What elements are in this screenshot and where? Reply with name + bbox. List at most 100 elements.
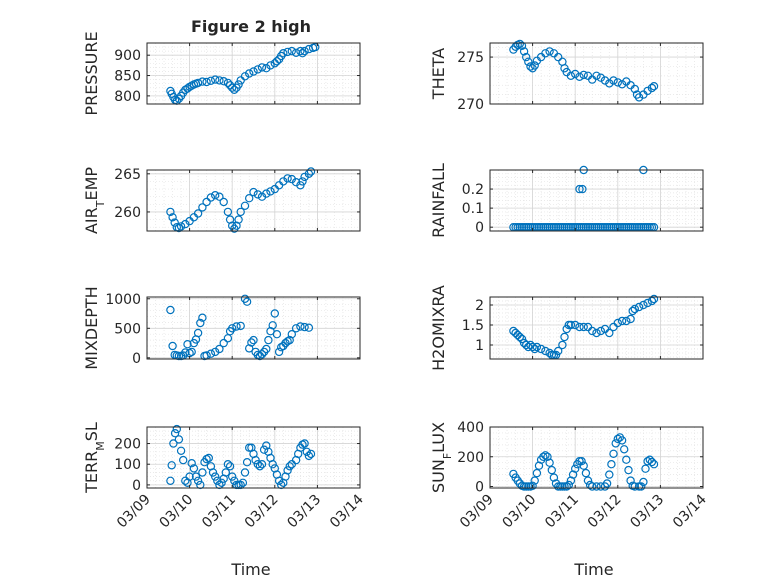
data-point bbox=[515, 39, 525, 49]
figure-title: Figure 2 high bbox=[191, 17, 311, 36]
data-point bbox=[287, 330, 296, 339]
data-point bbox=[630, 482, 640, 491]
data-point bbox=[596, 73, 606, 82]
data-point bbox=[605, 79, 614, 88]
data-point bbox=[545, 458, 554, 467]
x-tick-label: 03/09 bbox=[457, 492, 497, 532]
data-point bbox=[166, 305, 175, 315]
data-point bbox=[238, 478, 248, 487]
data-point bbox=[274, 476, 284, 485]
data-point bbox=[617, 316, 627, 326]
data-point bbox=[588, 482, 597, 491]
data-point bbox=[236, 207, 245, 217]
data-point bbox=[600, 76, 610, 85]
data-point bbox=[560, 482, 569, 491]
data-point bbox=[215, 76, 224, 85]
data-point bbox=[571, 69, 580, 79]
data-point bbox=[283, 47, 292, 57]
data-point bbox=[251, 455, 260, 465]
data-point bbox=[236, 321, 245, 331]
data-point bbox=[306, 167, 316, 176]
data-point bbox=[613, 318, 623, 328]
data-point bbox=[242, 297, 252, 306]
data-point bbox=[298, 177, 307, 186]
data-point bbox=[630, 84, 640, 94]
data-point bbox=[532, 342, 542, 352]
data-point bbox=[176, 446, 186, 455]
data-point bbox=[639, 300, 648, 310]
data-point bbox=[517, 334, 527, 344]
data-point bbox=[526, 62, 535, 71]
axes-box bbox=[489, 169, 704, 232]
x-tick-label: 03/11 bbox=[542, 492, 582, 532]
axes-box bbox=[146, 169, 361, 232]
data-point bbox=[249, 187, 258, 197]
data-point bbox=[517, 41, 527, 51]
data-point bbox=[530, 344, 539, 354]
data-point bbox=[605, 470, 614, 479]
plot-area bbox=[490, 297, 703, 359]
y-axis-label: RAINFALL bbox=[429, 163, 448, 238]
subplot-rainfall: 0 0.1 0.2 RAINFALL bbox=[429, 163, 704, 238]
data-point bbox=[578, 184, 587, 194]
y-axis-label: THETA bbox=[429, 48, 448, 100]
data-point bbox=[262, 344, 271, 354]
data-point bbox=[170, 429, 180, 438]
data-point bbox=[174, 351, 184, 361]
data-point bbox=[206, 193, 216, 202]
data-point bbox=[558, 340, 567, 350]
x-axis-label: Time bbox=[573, 560, 613, 579]
data-point bbox=[202, 77, 211, 87]
data-point bbox=[530, 476, 539, 485]
data-point bbox=[285, 462, 294, 471]
data-point bbox=[168, 341, 177, 351]
data-point bbox=[647, 83, 657, 93]
y-tick-label: 850 bbox=[114, 69, 141, 85]
data-point bbox=[560, 332, 569, 342]
subplot-pressure: 800 850 900 PRESSURE bbox=[82, 31, 361, 116]
subplot-theta: 270 275 THETA bbox=[429, 39, 704, 113]
data-point bbox=[193, 328, 203, 338]
data-point bbox=[232, 322, 241, 331]
data-point bbox=[244, 193, 254, 203]
data-point bbox=[624, 465, 633, 475]
data-point bbox=[240, 468, 250, 477]
data-point bbox=[536, 344, 546, 354]
data-point bbox=[613, 434, 623, 444]
data-point bbox=[204, 453, 213, 463]
data-point bbox=[304, 451, 314, 461]
data-point bbox=[304, 323, 314, 332]
data-point bbox=[272, 330, 282, 339]
data-point bbox=[223, 78, 233, 88]
data-point bbox=[300, 322, 309, 332]
y-tick-label: 270 bbox=[457, 97, 484, 113]
data-point bbox=[242, 458, 252, 467]
data-point bbox=[240, 201, 250, 210]
data-point bbox=[564, 480, 574, 490]
y-tick-label: 200 bbox=[114, 437, 141, 453]
data-point bbox=[291, 48, 301, 58]
data-point bbox=[566, 71, 576, 81]
data-point bbox=[524, 57, 533, 67]
data-point bbox=[215, 192, 224, 201]
data-point bbox=[253, 190, 262, 199]
y-tick-label: 1000 bbox=[105, 292, 141, 308]
data-point bbox=[605, 328, 614, 338]
data-point bbox=[634, 302, 644, 312]
data-point bbox=[528, 342, 537, 352]
data-point bbox=[575, 184, 584, 194]
data-point bbox=[219, 338, 228, 348]
data-point bbox=[206, 349, 216, 358]
data-point bbox=[575, 322, 584, 332]
y-axis-label: PRESSURE bbox=[82, 31, 101, 115]
data-point bbox=[196, 318, 205, 328]
y-axis-label: SUNFLUX bbox=[429, 422, 454, 493]
data-point bbox=[545, 47, 554, 56]
data-point bbox=[649, 81, 659, 91]
x-tick-label: 03/14 bbox=[327, 491, 367, 531]
data-point bbox=[541, 49, 550, 58]
data-point bbox=[283, 466, 292, 475]
data-point bbox=[566, 320, 576, 330]
data-point bbox=[588, 326, 597, 336]
data-point bbox=[571, 320, 580, 330]
